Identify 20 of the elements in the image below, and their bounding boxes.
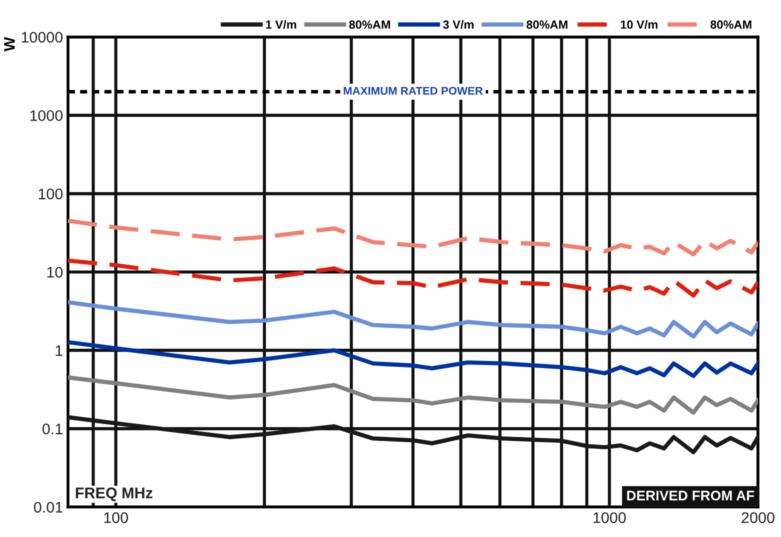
- legend-label: 1 V/m: [266, 20, 296, 29]
- x-tick-label: 100: [104, 512, 128, 524]
- y-axis-title: W: [4, 37, 15, 52]
- ref-line-label: MAXIMUM RATED POWER: [344, 86, 483, 95]
- y-tick-label: 100: [38, 188, 63, 200]
- annotation: DERIVED FROM AF: [627, 490, 754, 500]
- y-tick-label: 1: [56, 345, 62, 356]
- legend-label: 10 V/m: [620, 20, 658, 29]
- legend-label: 80%AM: [526, 20, 568, 29]
- y-tick-label: 10: [47, 266, 63, 278]
- y-tick-label: 1000: [30, 110, 63, 122]
- x-tick-label: 2000: [742, 512, 774, 524]
- y-tick-label: 10000: [22, 32, 63, 43]
- y-tick-label: 0.01: [34, 502, 62, 513]
- legend-label: 80%AM: [349, 20, 390, 29]
- y-tick-label: 0.1: [42, 424, 62, 434]
- legend-label: 3 V/m: [443, 20, 474, 29]
- x-tick-label: 1000: [594, 512, 626, 524]
- legend-label: 80%AM: [710, 20, 752, 29]
- annotation: FREQ MHz: [76, 488, 152, 502]
